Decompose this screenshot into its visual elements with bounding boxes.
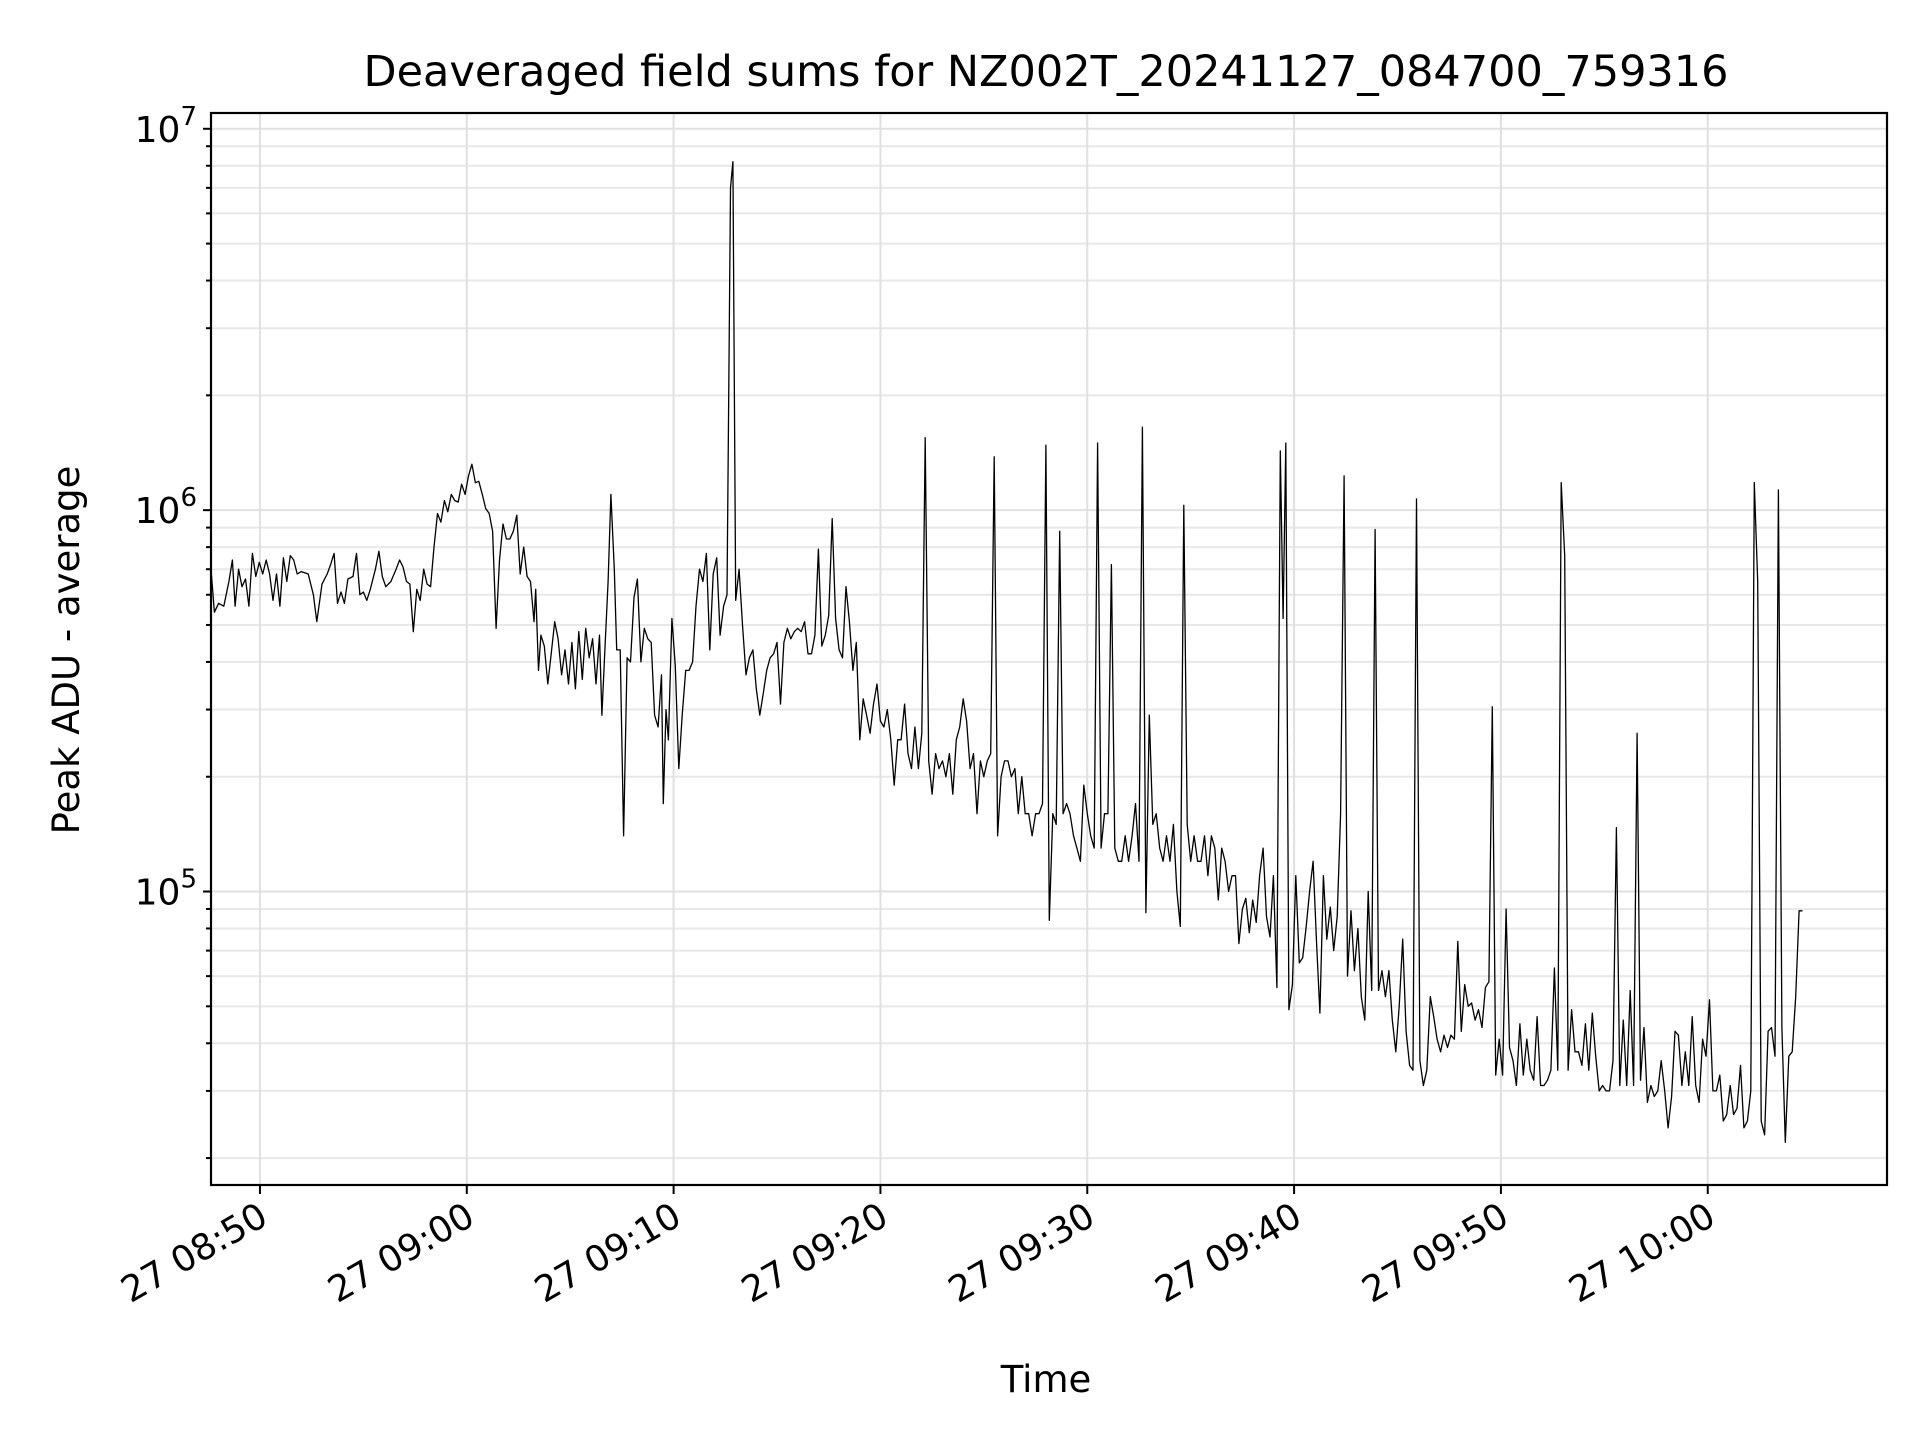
- y-tick-label: 107: [135, 102, 197, 151]
- y-tick-base: 10: [135, 110, 181, 151]
- y-tick-exponent: 5: [180, 865, 197, 895]
- x-axis-label: Time: [1000, 1358, 1092, 1401]
- series-line-0: [211, 161, 1803, 1143]
- chart-title: Deaveraged field sums for NZ002T_2024112…: [363, 47, 1728, 97]
- series-layer: [211, 161, 1803, 1143]
- y-tick-exponent: 6: [180, 483, 197, 513]
- y-tick-label: 105: [135, 865, 197, 914]
- plot-frame: [209, 111, 1889, 1187]
- y-tick-base: 10: [135, 491, 181, 532]
- y-tick-label: 106: [135, 483, 197, 532]
- grid: [211, 113, 1887, 1185]
- y-axis-label: Peak ADU - average: [45, 466, 88, 835]
- y-tick-base: 10: [135, 873, 181, 914]
- y-tick-exponent: 7: [180, 102, 197, 132]
